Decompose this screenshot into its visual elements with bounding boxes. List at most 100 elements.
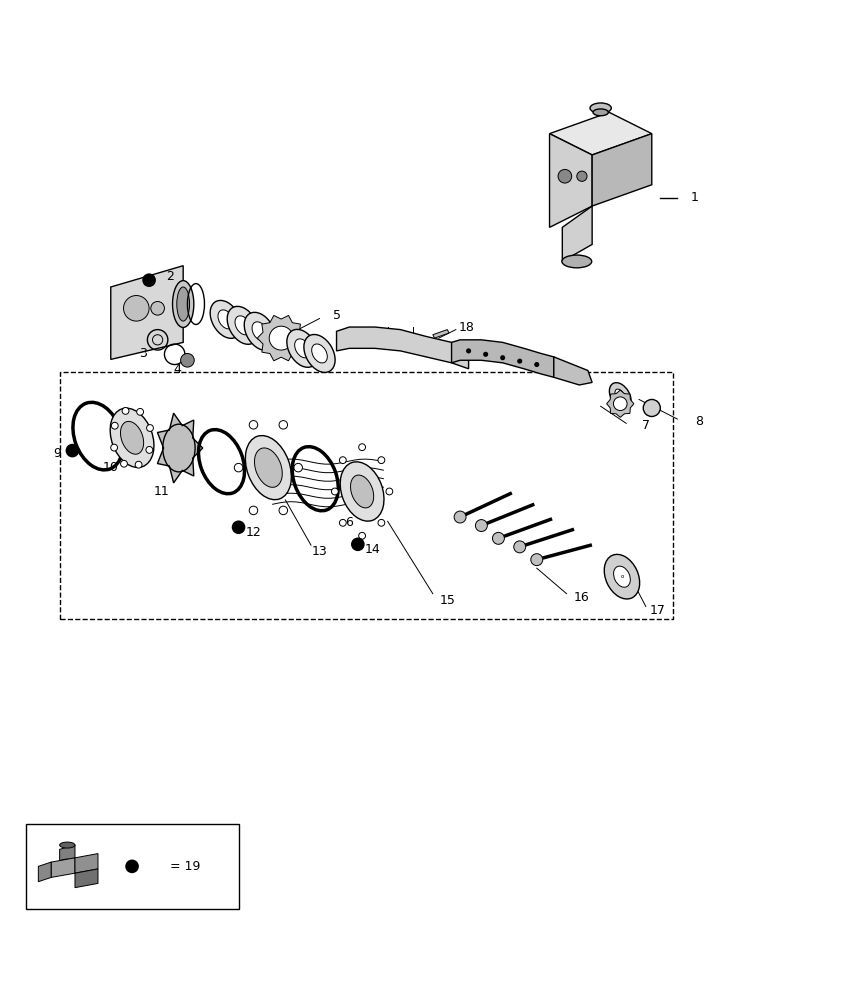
Circle shape [136,408,143,415]
Text: 18: 18 [459,321,475,334]
Ellipse shape [245,436,291,500]
Circle shape [386,488,393,495]
Polygon shape [60,845,75,862]
Text: 6: 6 [345,516,354,529]
Circle shape [125,860,139,873]
Polygon shape [75,854,98,873]
Ellipse shape [340,462,384,521]
Ellipse shape [227,306,258,344]
Ellipse shape [604,554,640,599]
Ellipse shape [613,566,630,587]
Text: 9: 9 [54,447,61,460]
Circle shape [339,519,346,526]
Circle shape [135,461,142,468]
Text: 3: 3 [139,347,147,360]
Ellipse shape [255,448,282,487]
Circle shape [249,506,257,515]
Ellipse shape [172,281,194,327]
Circle shape [249,421,257,429]
Polygon shape [452,340,554,377]
Ellipse shape [304,334,335,372]
Polygon shape [75,869,98,888]
Text: 10: 10 [103,461,118,474]
Circle shape [475,520,487,532]
Circle shape [351,537,365,551]
Circle shape [466,348,471,353]
Circle shape [111,444,118,451]
Polygon shape [554,357,592,385]
Text: = 19: = 19 [170,860,201,873]
Ellipse shape [177,287,189,321]
Circle shape [121,460,128,467]
Text: 13: 13 [312,545,327,558]
Ellipse shape [110,408,154,467]
Circle shape [279,421,287,429]
Polygon shape [257,315,305,361]
Text: 2: 2 [166,270,174,283]
Ellipse shape [350,475,374,508]
Ellipse shape [312,344,327,363]
Ellipse shape [615,389,625,403]
Text: 17: 17 [650,604,665,617]
Polygon shape [592,134,652,206]
Ellipse shape [218,310,233,329]
Circle shape [151,301,164,315]
Ellipse shape [120,421,144,454]
Text: o: o [620,574,624,579]
Circle shape [531,554,543,566]
Circle shape [500,355,505,360]
Ellipse shape [252,322,268,341]
Circle shape [112,422,118,429]
Polygon shape [433,330,449,338]
Circle shape [269,326,293,350]
Circle shape [613,397,627,411]
Polygon shape [607,390,634,417]
Ellipse shape [60,842,75,848]
Ellipse shape [590,103,611,113]
Circle shape [378,519,385,526]
Ellipse shape [562,255,591,268]
Text: 5: 5 [332,309,341,322]
Polygon shape [111,266,183,359]
Ellipse shape [295,339,310,358]
FancyBboxPatch shape [26,824,239,909]
Polygon shape [550,134,592,227]
Circle shape [146,446,153,453]
Text: 4: 4 [173,363,181,376]
Circle shape [339,457,346,464]
Ellipse shape [235,316,250,335]
Circle shape [122,407,129,414]
Polygon shape [562,206,592,261]
Ellipse shape [287,329,318,367]
Polygon shape [38,862,51,882]
Text: 8: 8 [694,415,703,428]
Circle shape [378,457,385,464]
Circle shape [454,511,466,523]
Circle shape [279,506,287,515]
Circle shape [124,296,149,321]
Circle shape [359,532,366,539]
Circle shape [514,541,526,553]
Circle shape [577,171,587,181]
Circle shape [483,352,488,357]
Circle shape [147,425,153,431]
Circle shape [142,273,156,287]
Text: 16: 16 [573,591,589,604]
Circle shape [234,463,243,472]
Text: 7: 7 [642,419,650,432]
Text: 15: 15 [440,594,455,607]
Text: 1: 1 [690,191,699,204]
Text: 12: 12 [245,526,261,539]
Ellipse shape [593,109,608,116]
Circle shape [643,399,660,417]
Ellipse shape [245,312,275,350]
Polygon shape [158,413,203,483]
Circle shape [492,532,504,544]
Circle shape [359,444,366,451]
Text: 11: 11 [154,485,170,498]
Circle shape [294,463,302,472]
Circle shape [331,488,338,495]
Circle shape [517,359,522,364]
Ellipse shape [210,300,241,338]
Circle shape [232,520,245,534]
